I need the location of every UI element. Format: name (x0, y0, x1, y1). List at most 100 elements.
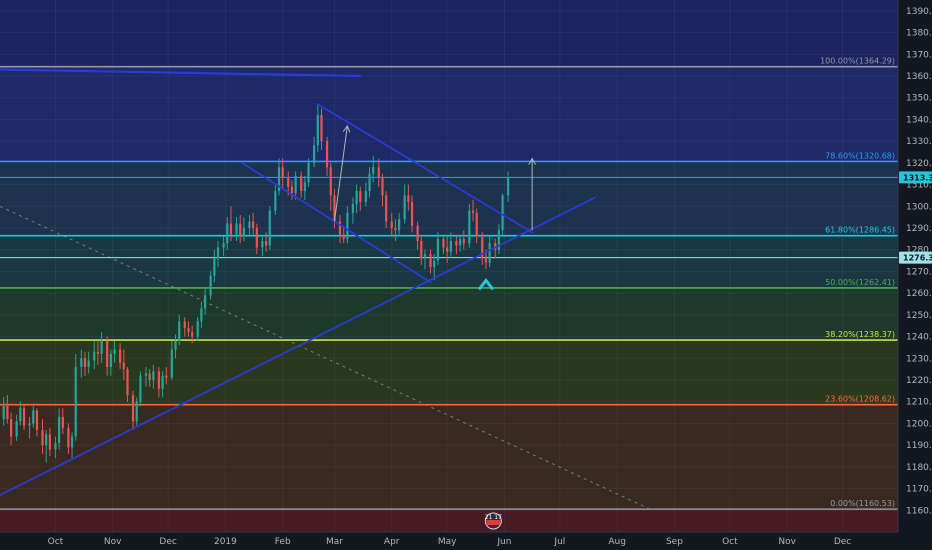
trend-line[interactable] (316, 103, 534, 234)
candle (2, 397, 5, 426)
trend-line[interactable] (0, 68, 362, 78)
candle (488, 236, 491, 268)
candle (170, 340, 173, 380)
candle (131, 390, 135, 430)
trend-lines[interactable] (0, 68, 596, 496)
x-tick-label: Dec (834, 537, 851, 547)
candle (390, 212, 393, 237)
chevron-up-marker (477, 278, 495, 291)
candle (261, 234, 264, 257)
x-tick-label: May (438, 537, 457, 547)
candle (19, 401, 22, 426)
candle (126, 366, 129, 402)
y-tick-label: 1210.00 (906, 398, 932, 408)
fib-label: 50.00%(1262.41) (825, 278, 895, 287)
markers (477, 278, 495, 291)
candle (161, 371, 164, 398)
candle (403, 184, 406, 224)
candle (48, 427, 51, 456)
fib-band (0, 235, 898, 288)
candle (226, 217, 229, 250)
x-tick-label: 2019 (214, 537, 237, 547)
candle (416, 221, 419, 250)
candle (507, 171, 510, 202)
x-tick-label: Apr (384, 537, 400, 547)
candle (106, 336, 109, 376)
candle (462, 230, 465, 250)
candle (342, 225, 345, 244)
candle (113, 340, 116, 363)
candle (87, 351, 90, 374)
candle (93, 340, 96, 370)
candle (449, 232, 452, 259)
y-tick-label: 1230.00 (906, 354, 932, 364)
fib-label: 100.00%(1364.29) (820, 57, 895, 66)
candle (248, 214, 251, 237)
candle (255, 223, 258, 255)
price-tags: 1313.30 1276.36 (899, 171, 932, 264)
candle (385, 191, 388, 228)
candle (209, 271, 212, 300)
fib-bands (0, 0, 898, 532)
y-tick-label: 1340.00 (906, 115, 932, 125)
candle (458, 234, 462, 252)
y-tick-label: 1270.00 (906, 267, 932, 277)
y-tick-label: 1380.00 (906, 29, 932, 39)
news-badge[interactable]: 21 17 (485, 512, 502, 530)
x-tick-label: Feb (275, 537, 291, 547)
candle (187, 321, 190, 337)
candle (303, 175, 306, 200)
y-tick-label: 1310.00 (906, 181, 932, 191)
y-tick-label: 1330.00 (906, 137, 932, 147)
y-tick-label: 1200.00 (906, 419, 932, 429)
candle (359, 186, 362, 211)
x-tick-label: Jun (496, 537, 511, 547)
candle (70, 432, 74, 459)
y-tick-label: 1160.00 (906, 506, 932, 516)
fib-label: 23.60%(1208.62) (825, 395, 895, 404)
y-tick-label: 1350.00 (906, 94, 932, 104)
svg-text:1313.30: 1313.30 (903, 173, 932, 182)
y-tick-label: 1190.00 (906, 441, 932, 451)
candle (61, 408, 64, 435)
candle (368, 167, 371, 198)
candle (294, 171, 297, 200)
candle (165, 366, 168, 385)
candle (364, 182, 367, 207)
candle (157, 366, 161, 398)
x-axis-ticks: Oct Nov Dec 2019 Feb Mar Apr May Jun Jul Aug Sep Oct… (48, 537, 852, 547)
x-axis-bg[interactable] (0, 532, 932, 550)
candle (135, 397, 138, 426)
candle (213, 249, 216, 283)
trend-line[interactable] (0, 196, 596, 496)
y-tick-label: 1300.00 (906, 202, 932, 212)
candle (407, 184, 410, 211)
svg-text:1276.36: 1276.36 (903, 254, 932, 263)
candle (316, 104, 319, 152)
x-tick-label: Jul (553, 537, 565, 547)
candle (203, 286, 207, 315)
candle (268, 206, 271, 250)
candle (372, 156, 375, 183)
candle (28, 416, 31, 439)
y-axis-bg[interactable] (898, 0, 932, 550)
candle (433, 254, 436, 281)
fib-band (0, 404, 898, 510)
candle (45, 429, 48, 463)
candle (239, 214, 242, 244)
candle (281, 158, 284, 189)
trend-line[interactable] (241, 161, 432, 284)
candle (420, 236, 423, 265)
candle (242, 217, 246, 242)
candle (22, 403, 26, 430)
candle (381, 173, 384, 207)
bottom-badge: 21 17 (485, 512, 502, 530)
x-tick-label: Oct (722, 537, 738, 547)
candle (229, 206, 233, 242)
fib-label: 78.60%(1320.68) (825, 151, 895, 160)
candle (423, 249, 427, 270)
candle (346, 206, 349, 244)
